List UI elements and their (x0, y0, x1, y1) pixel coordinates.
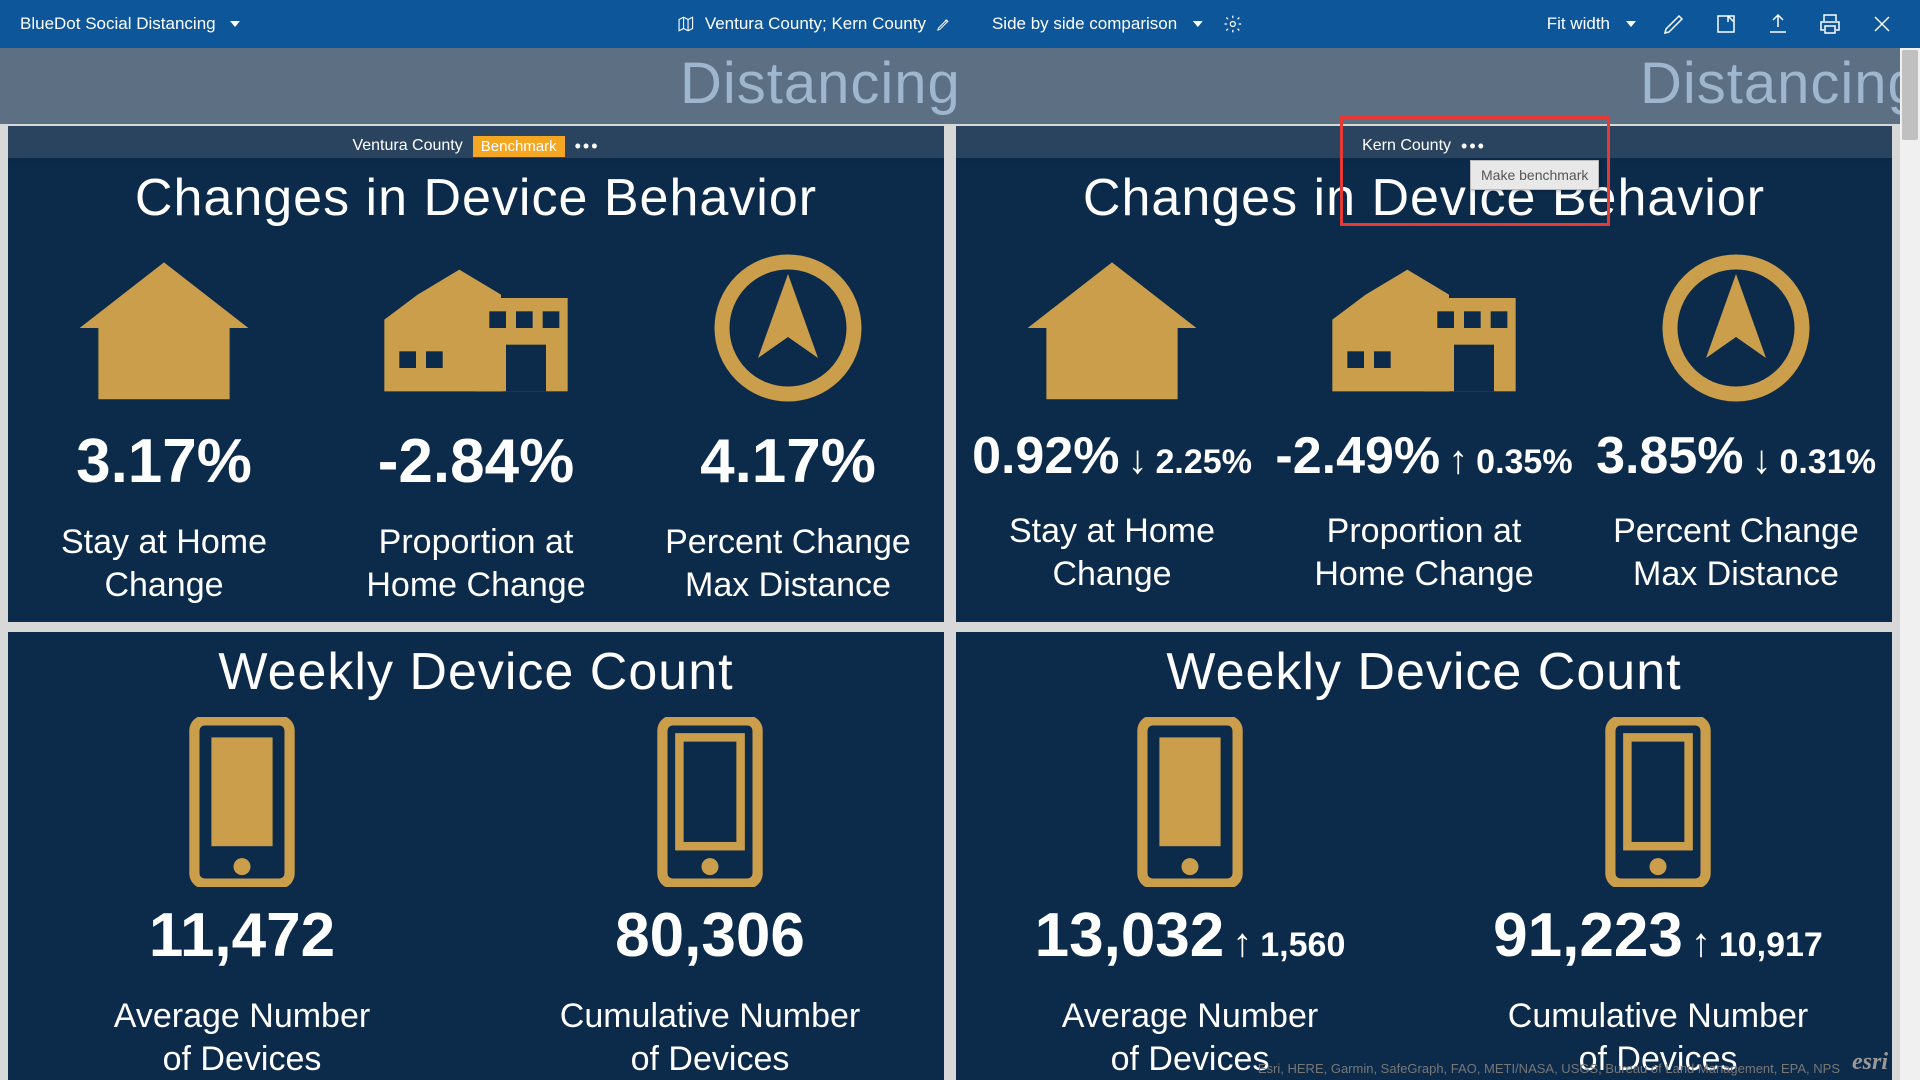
metric-value: 4.17% (700, 426, 876, 497)
metrics-row: 3.17% Stay at HomeChange -2.84% Proporti… (8, 248, 944, 618)
metric-label: Average Numberof Devices (114, 995, 370, 1080)
metric-value: -2.84% (378, 426, 574, 497)
metric-label: Percent ChangeMax Distance (665, 521, 911, 606)
county-name-right: Kern County (1362, 137, 1451, 155)
more-menu-right[interactable]: ••• (1461, 136, 1486, 157)
map-attribution: Esri, HERE, Garmin, SafeGraph, FAO, METI… (1258, 1061, 1840, 1076)
metric-value: 0.92% (972, 426, 1119, 486)
metric-value: 13,032 (1035, 900, 1225, 971)
panel-count-left: Weekly Device Count 11,472 Average Numbe… (8, 632, 944, 1080)
scroll-area: Distancing Distancing Ventura County Ben… (0, 48, 1920, 1080)
edit-button[interactable] (1660, 10, 1688, 38)
metric-avg-devices: 13,032 ↑ 1,560 Average Numberof Devices (956, 722, 1424, 1080)
content: Distancing Distancing Ventura County Ben… (0, 48, 1900, 1080)
pencil-icon (936, 16, 952, 32)
compass-icon (1661, 248, 1811, 408)
print-button[interactable] (1816, 10, 1844, 38)
phone-filled-icon (1135, 722, 1245, 882)
delta-value: 10,917 (1719, 926, 1823, 965)
metric-stay-home: 3.17% Stay at HomeChange (8, 248, 320, 606)
tooltip-make-benchmark[interactable]: Make benchmark (1470, 160, 1599, 190)
panel-title: Changes in Device Behavior (956, 158, 1892, 228)
county-name-left: Ventura County (352, 137, 462, 155)
delta-arrow-down-icon: ↓ (1752, 438, 1772, 483)
more-menu-left[interactable]: ••• (575, 136, 600, 157)
fit-label: Fit width (1547, 14, 1610, 34)
close-button[interactable] (1868, 10, 1896, 38)
metric-label: Percent ChangeMax Distance (1613, 510, 1859, 595)
delta-arrow-down-icon: ↓ (1128, 438, 1148, 483)
house-icon (69, 248, 259, 408)
metric-value: 3.17% (76, 426, 252, 497)
location-label: Ventura County; Kern County (705, 14, 926, 34)
metric-proportion-home: -2.49% ↑ 0.35% Proportion atHome Change (1268, 248, 1580, 595)
metric-value: 80,306 (615, 900, 805, 971)
buildings-icon (376, 248, 576, 408)
panel-count-right: Weekly Device Count 13,032 ↑ 1,560 Avera… (956, 632, 1892, 1080)
report-title-dropdown[interactable]: BlueDot Social Distancing (0, 14, 240, 34)
phone-filled-icon (187, 722, 297, 882)
location-selector[interactable]: Ventura County; Kern County (677, 14, 952, 34)
metric-proportion-home: -2.84% Proportion atHome Change (320, 248, 632, 606)
gear-icon[interactable] (1223, 14, 1243, 34)
export-button[interactable] (1712, 10, 1740, 38)
delta-arrow-up-icon: ↑ (1232, 921, 1252, 966)
metric-max-distance: 4.17% Percent ChangeMax Distance (632, 248, 944, 606)
chevron-down-icon (230, 21, 240, 27)
chevron-down-icon (1626, 21, 1636, 27)
delta-value: 1,560 (1260, 926, 1345, 965)
compass-icon (713, 248, 863, 408)
metric-value: 11,472 (149, 900, 335, 971)
metric-value: 3.85% (1596, 426, 1743, 486)
panel-title: Weekly Device Count (8, 632, 944, 702)
panel-behavior-left: Changes in Device Behavior 3.17% Stay at… (8, 158, 944, 622)
benchmark-badge: Benchmark (473, 136, 565, 157)
metric-stay-home: 0.92% ↓ 2.25% Stay at HomeChange (956, 248, 1268, 595)
scroll-thumb[interactable] (1902, 50, 1918, 140)
metrics-row: 13,032 ↑ 1,560 Average Numberof Devices … (956, 722, 1892, 1080)
metric-label: Stay at HomeChange (1009, 510, 1215, 595)
topbar-center: Ventura County; Kern County Side by side… (677, 14, 1243, 34)
panel-title: Changes in Device Behavior (8, 158, 944, 228)
delta-arrow-up-icon: ↑ (1448, 438, 1468, 483)
view-mode-label: Side by side comparison (992, 14, 1177, 34)
delta-value: 0.35% (1476, 443, 1572, 482)
esri-logo: esri (1852, 1049, 1888, 1076)
topbar: BlueDot Social Distancing Ventura County… (0, 0, 1920, 48)
metric-cum-devices: 80,306 Cumulative Numberof Devices (476, 722, 944, 1080)
metrics-row: 11,472 Average Numberof Devices 80,306 C… (8, 722, 944, 1080)
delta-arrow-up-icon: ↑ (1691, 921, 1711, 966)
panel-title: Weekly Device Count (956, 632, 1892, 702)
view-mode-dropdown[interactable]: Side by side comparison (992, 14, 1243, 34)
metric-label: Stay at HomeChange (61, 521, 267, 606)
fit-dropdown[interactable]: Fit width (1547, 14, 1636, 34)
metric-label: Proportion atHome Change (366, 521, 585, 606)
panel-behavior-right: Changes in Device Behavior 0.92% ↓ 2.25%… (956, 158, 1892, 622)
bg-title-left: Distancing (680, 50, 961, 117)
county-bar-right: Kern County ••• (956, 128, 1892, 164)
phone-outline-icon (655, 722, 765, 882)
report-title: BlueDot Social Distancing (20, 14, 216, 34)
bg-title-right: Distancing (1640, 50, 1920, 117)
metric-cum-devices: 91,223 ↑ 10,917 Cumulative Numberof Devi… (1424, 722, 1892, 1080)
county-bar-left: Ventura County Benchmark ••• (8, 128, 944, 164)
phone-outline-icon (1603, 722, 1713, 882)
house-icon (1017, 248, 1207, 408)
metric-label: Proportion atHome Change (1314, 510, 1533, 595)
scrollbar[interactable] (1900, 48, 1920, 1080)
chevron-down-icon (1193, 21, 1203, 27)
metric-value: -2.49% (1275, 426, 1440, 486)
upload-button[interactable] (1764, 10, 1792, 38)
map-icon (677, 15, 695, 33)
metric-avg-devices: 11,472 Average Numberof Devices (8, 722, 476, 1080)
metric-value: 91,223 (1493, 900, 1683, 971)
topbar-right: Fit width (1547, 10, 1920, 38)
metric-label: Cumulative Numberof Devices (560, 995, 860, 1080)
buildings-icon (1324, 248, 1524, 408)
delta-value: 0.31% (1780, 443, 1876, 482)
metrics-row: 0.92% ↓ 2.25% Stay at HomeChange -2.49% … (956, 248, 1892, 618)
delta-value: 2.25% (1156, 443, 1252, 482)
metric-max-distance: 3.85% ↓ 0.31% Percent ChangeMax Distance (1580, 248, 1892, 595)
